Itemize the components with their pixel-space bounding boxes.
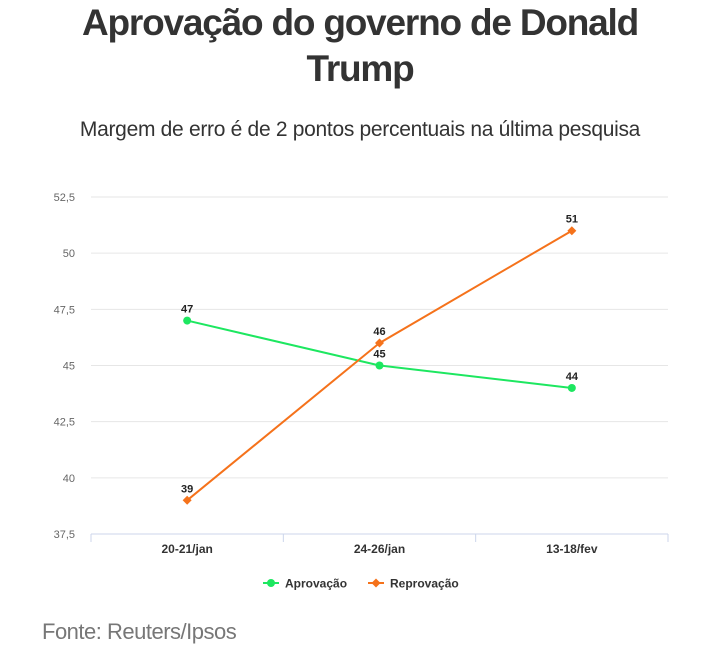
y-axis-ticks: 37,5 40 42,5 45 47,5 50 52,5	[54, 192, 75, 541]
legend-marker-aprovacao	[267, 579, 275, 587]
data-point-aprovacao	[183, 316, 192, 325]
data-point-reprovacao	[375, 338, 384, 348]
y-tick-label: 45	[63, 361, 75, 373]
y-tick-label: 42,5	[54, 417, 75, 429]
y-tick-label: 40	[63, 473, 75, 485]
x-tick-label: 24-26/jan	[354, 542, 405, 556]
y-tick-label: 52,5	[54, 192, 75, 204]
data-label-aprovacao: 44	[566, 371, 579, 383]
x-axis: 20-21/jan 24-26/jan 13-18/fev	[90, 533, 669, 556]
chart-title-line: Aprovação do governo de Donald	[81, 2, 639, 43]
chart-title-line: Trump	[306, 48, 414, 89]
y-tick-label: 50	[63, 248, 75, 260]
data-label-reprovacao: 51	[566, 214, 578, 226]
series-group	[182, 226, 577, 505]
data-point-reprovacao	[567, 226, 577, 236]
data-point-aprovacao	[375, 361, 384, 370]
data-point-reprovacao	[182, 495, 192, 505]
source-note: Fonte: Reuters/Ipsos	[42, 619, 237, 644]
chart-title: Aprovação do governo de Donald Trump	[0, 0, 720, 92]
y-tick-label: 47,5	[54, 304, 75, 316]
data-label-reprovacao: 39	[181, 483, 193, 495]
y-tick-label: 37,5	[54, 529, 75, 541]
chart-subtitle: Margem de erro é de 2 pontos percentuais…	[79, 118, 641, 141]
data-label-reprovacao: 46	[373, 326, 385, 338]
data-label-aprovacao: 47	[181, 304, 193, 316]
data-labels: 47 45 44 39 46 51	[181, 214, 579, 496]
legend-label-reprovacao: Reprovação	[390, 577, 459, 591]
x-tick-label: 20-21/jan	[161, 542, 212, 556]
data-label-aprovacao: 45	[373, 349, 385, 361]
legend: Aprovação Reprovação	[263, 577, 459, 591]
legend-marker-reprovacao	[371, 578, 381, 588]
data-point-aprovacao	[567, 383, 576, 392]
x-tick-label: 13-18/fev	[546, 542, 598, 556]
legend-label-aprovacao: Aprovação	[285, 577, 347, 591]
